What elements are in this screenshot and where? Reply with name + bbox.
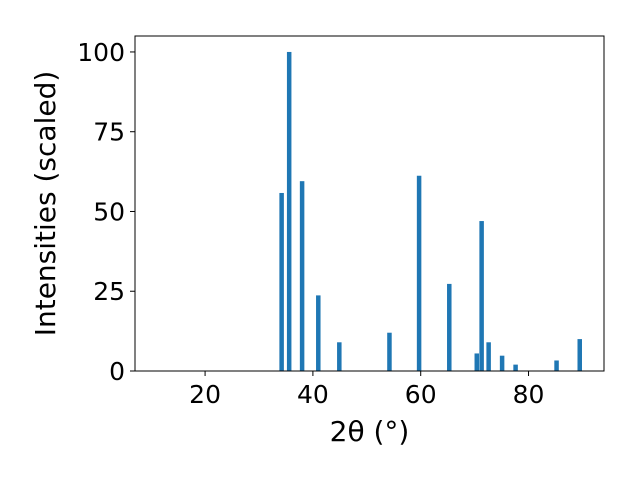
bar bbox=[486, 342, 491, 371]
bar bbox=[337, 342, 342, 371]
x-axis-label: 2θ (°) bbox=[330, 415, 410, 448]
y-tick-label: 0 bbox=[109, 357, 125, 386]
x-tick-label: 80 bbox=[513, 380, 545, 409]
bar bbox=[286, 51, 292, 371]
bar bbox=[554, 360, 559, 371]
y-axis-ticks: 0 25 50 75 100 bbox=[77, 38, 135, 386]
y-tick-label: 25 bbox=[93, 277, 125, 306]
bar bbox=[479, 221, 484, 371]
y-tick-label: 50 bbox=[93, 197, 125, 226]
y-axis-label: Intensities (scaled) bbox=[29, 71, 62, 337]
y-tick-label: 100 bbox=[77, 38, 125, 67]
bar bbox=[387, 332, 392, 371]
bar bbox=[279, 192, 284, 371]
x-axis-ticks: 20 40 60 80 bbox=[189, 371, 544, 409]
plot-frame bbox=[134, 35, 605, 372]
x-tick-label: 60 bbox=[405, 380, 437, 409]
bar bbox=[316, 295, 321, 371]
bar bbox=[577, 339, 582, 371]
bars-group bbox=[279, 51, 582, 371]
x-tick-label: 20 bbox=[189, 380, 221, 409]
bar bbox=[474, 353, 480, 371]
bar bbox=[299, 181, 305, 371]
bar bbox=[513, 364, 518, 371]
bar bbox=[499, 355, 505, 371]
bar bbox=[447, 283, 452, 371]
x-tick-label: 40 bbox=[297, 380, 329, 409]
y-tick-label: 75 bbox=[93, 118, 125, 147]
bar bbox=[416, 175, 422, 371]
